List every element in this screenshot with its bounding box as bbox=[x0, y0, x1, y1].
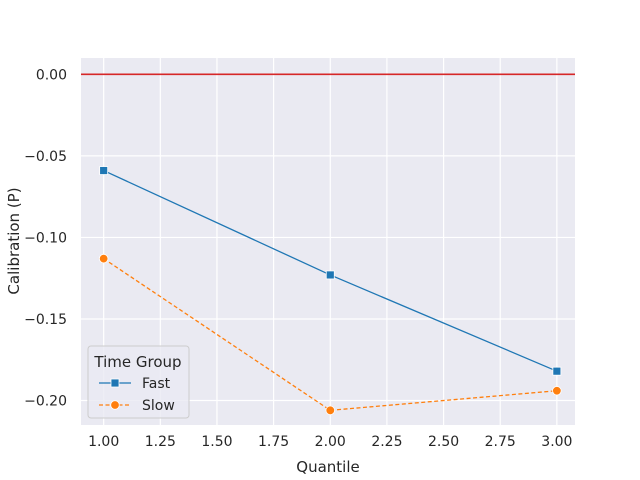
legend-marker-fast bbox=[110, 378, 120, 388]
x-tick-label: 2.00 bbox=[315, 434, 346, 450]
series-group bbox=[98, 166, 562, 416]
data-point-fast bbox=[99, 166, 109, 175]
x-tick-label: 2.25 bbox=[371, 434, 402, 450]
x-tick-label: 1.50 bbox=[201, 434, 232, 450]
legend: Time Group Fast Slow bbox=[87, 345, 190, 419]
x-axis-ticks: 1.00 1.25 1.50 1.75 2.00 2.25 2.50 2.75 3.00 bbox=[88, 434, 572, 450]
data-point-fast bbox=[325, 270, 335, 280]
x-tick-label: 1.25 bbox=[145, 434, 176, 450]
x-tick-label: 1.00 bbox=[88, 434, 119, 450]
legend-title: Time Group bbox=[93, 353, 181, 371]
x-tick-label: 1.75 bbox=[258, 434, 289, 450]
y-axis-ticks: 0.00 −0.05 −0.10 −0.15 −0.20 bbox=[24, 67, 67, 409]
y-axis-label: Calibration (P) bbox=[5, 187, 23, 294]
y-tick-label: −0.05 bbox=[24, 149, 67, 165]
data-point-slow bbox=[98, 253, 109, 264]
data-point-fast bbox=[552, 366, 562, 376]
data-point-slow bbox=[552, 386, 562, 396]
legend-marker-slow bbox=[110, 400, 120, 410]
legend-box bbox=[87, 345, 190, 419]
x-tick-label: 2.50 bbox=[428, 434, 459, 450]
y-tick-label: −0.15 bbox=[24, 312, 67, 328]
data-point-slow bbox=[325, 405, 335, 416]
x-tick-label: 2.75 bbox=[485, 434, 516, 450]
legend-label-slow: Slow bbox=[142, 398, 175, 414]
legend-label-fast: Fast bbox=[142, 376, 171, 392]
y-tick-label: −0.20 bbox=[24, 394, 67, 410]
series-line-slow bbox=[103, 258, 557, 411]
x-tick-label: 3.00 bbox=[541, 434, 572, 450]
legend-items: Fast Slow bbox=[99, 376, 175, 414]
y-tick-label: 0.00 bbox=[36, 67, 67, 83]
x-axis-label: Quantile bbox=[296, 458, 359, 476]
y-tick-label: −0.10 bbox=[24, 230, 67, 246]
